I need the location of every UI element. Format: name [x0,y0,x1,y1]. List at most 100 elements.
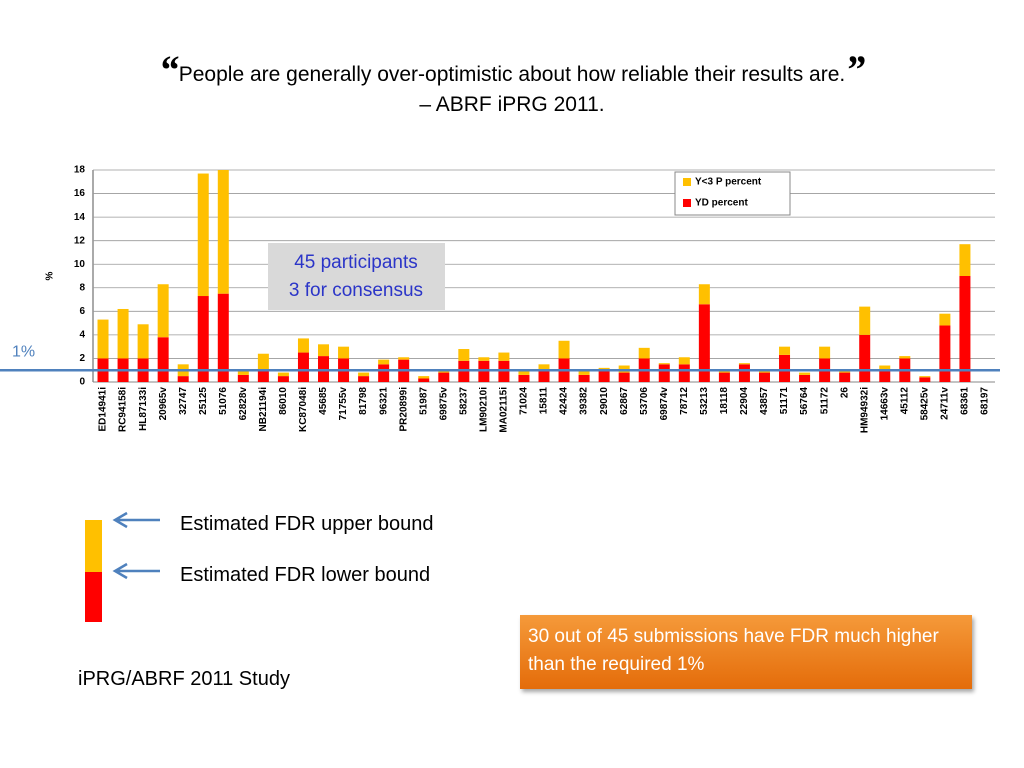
bar-segment [939,313,951,326]
bar-segment [197,173,209,297]
plot-area [93,170,995,382]
key-upper: Estimated FDR upper bound [180,513,434,535]
x-tick-label: 51171 [779,387,790,415]
bar-segment [97,319,109,359]
bar-segment [919,377,931,382]
threshold-label: 1% [12,343,35,360]
bar-segment [458,349,470,361]
x-tick-label: HL87133i [138,387,149,431]
bar-segment [498,352,510,361]
x-tick-label: 45112 [899,387,910,415]
x-tick-label: ED14941i [98,387,109,432]
key-lower: Estimated FDR lower bound [180,564,431,586]
x-tick-label: 32747 [178,387,189,415]
x-tick-label: 25125 [198,387,209,415]
x-tick-label: 45685 [318,387,329,415]
x-tick-label: PR20899i [398,387,409,432]
bar-segment [779,346,791,355]
bar-segment [879,371,891,382]
bar-segment [378,359,390,365]
bar-segment [538,364,550,372]
bar-segment [578,374,590,382]
bar-segment [157,337,169,382]
x-tick-label: 58425v [919,387,930,421]
x-tick-label: 58237 [458,387,469,415]
bar-segment [779,354,791,382]
bar-segment [758,372,770,382]
close-quote: ” [845,47,866,92]
x-tick-label: 26 [839,387,850,399]
y-tick-label: 18 [74,165,86,176]
bar-segment [277,376,289,382]
legend-box [674,171,791,216]
y-tick-label: 0 [79,377,85,388]
bar-segment [177,376,189,382]
bar-segment [678,357,690,365]
x-tick-label: HM94932i [859,387,870,433]
bar-segment [698,304,710,382]
bar-segment [338,346,350,359]
x-tick-label: 69874v [659,387,670,421]
bar-segment [859,306,871,335]
y-tick-label: 2 [79,353,85,364]
x-tick-label: NB21194i [258,387,269,432]
bar-segment [297,352,309,382]
bar-segment [257,353,269,372]
bar-segment [398,357,410,360]
x-tick-label: 69875v [438,387,449,421]
x-tick-label: 56764 [799,387,810,415]
x-tick-label: 51076 [218,387,229,415]
bar-segment [939,325,951,382]
bar-segment [478,357,490,361]
title-text: People are generally over-optimistic abo… [178,63,846,86]
bar-segment [217,293,229,382]
bar-segment [919,376,931,378]
x-tick-label: LM90210i [479,387,490,432]
x-tick-label: 42424 [559,387,570,415]
y-tick-label: 10 [74,259,86,270]
open-quote: “ [158,47,179,92]
legend-swatch [683,178,691,186]
x-tick-label: 68361 [960,387,971,415]
bar-segment [538,371,550,382]
annotation-box [268,243,445,310]
x-tick-label: 86010 [278,387,289,415]
bar-segment [758,371,770,373]
bar-segment [959,244,971,276]
y-tick-label: 4 [79,330,85,341]
bar-segment [638,347,650,359]
bar-segment [598,371,610,382]
bar-segment [518,374,530,382]
x-tick-label: MA02115i [499,387,510,433]
x-tick-label: 18118 [719,387,730,415]
x-tick-label: 71755v [338,387,349,421]
y-tick-label: 8 [79,282,85,293]
callout: 30 out of 45 submissions have FDR much h… [520,615,972,689]
bar-segment [899,356,911,359]
bar-segment [378,364,390,382]
bar-segment [318,344,330,357]
x-tick-label: 53213 [699,387,710,415]
x-tick-label: 96321 [378,387,389,415]
key-upper-swatch [85,520,102,572]
legend-label: Y<3 P percent [695,177,762,188]
x-tick-label: 51172 [819,387,830,415]
x-tick-label: 71024 [519,387,530,415]
bar-segment [438,372,450,382]
x-tick-label: 81798 [358,387,369,415]
bar-segment [418,378,430,382]
bar-segment [879,365,891,372]
bar-segment [117,308,129,359]
x-tick-label: 53706 [639,387,650,415]
bar-segment [197,296,209,382]
x-tick-label: 51987 [418,387,429,415]
x-tick-label: 15811 [539,387,550,415]
bar-segment [698,284,710,305]
y-tick-label: 6 [79,306,85,317]
x-tick-label: 20965v [158,387,169,421]
x-tick-label: 29010 [599,387,610,415]
bar-segment [237,371,249,375]
bar-segment [157,284,169,338]
